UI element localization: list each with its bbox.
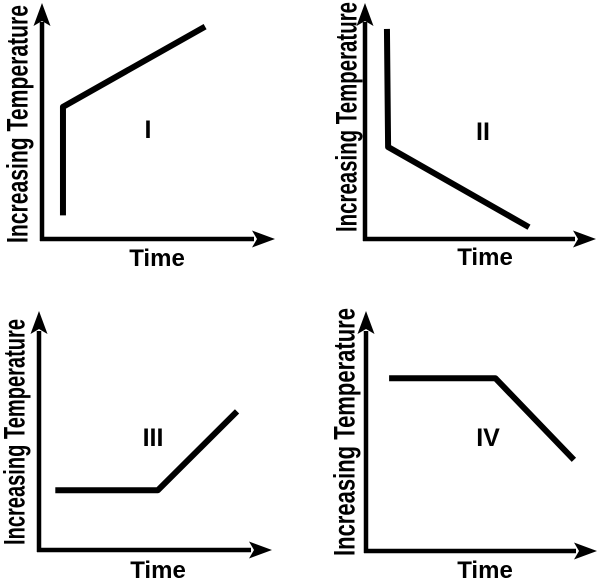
x-axis-label: Time [457,244,513,271]
y-axis-arrowhead [356,3,374,26]
x-axis-label: Time [130,557,186,584]
y-axis-arrowhead [30,311,48,334]
x-axis-arrowhead [252,230,275,248]
y-axis-label: Increasing Temperature [329,308,362,556]
x-axis-arrowhead [574,542,597,560]
temperature-curve [383,28,531,230]
x-axis-arrowhead [249,541,272,559]
panel-numeral: III [143,424,164,452]
x-axis-label: Time [129,245,185,272]
y-axis-label: Increasing Temperature [331,2,364,232]
temperature-curve [389,375,577,462]
graph-panel-3: III Time Increasing Temperature [0,311,272,584]
graph-panel-2: II Time Increasing Temperature [331,2,596,271]
graph-panel-4: IV Time Increasing Temperature [329,308,597,584]
panel-numeral: II [476,118,490,146]
panel-numeral: IV [476,424,500,452]
temperature-curve [55,409,240,494]
x-axis-label: Time [457,557,513,584]
graph-panel-1: I Time Increasing Temperature [2,3,275,272]
y-axis-arrowhead [33,3,51,26]
y-axis-arrowhead [357,311,375,334]
temperature-curve [59,23,207,216]
x-axis-arrowhead [573,230,596,248]
y-axis-label: Increasing Temperature [2,5,35,243]
y-axis-label: Increasing Temperature [0,319,32,545]
panel-numeral: I [145,116,152,144]
